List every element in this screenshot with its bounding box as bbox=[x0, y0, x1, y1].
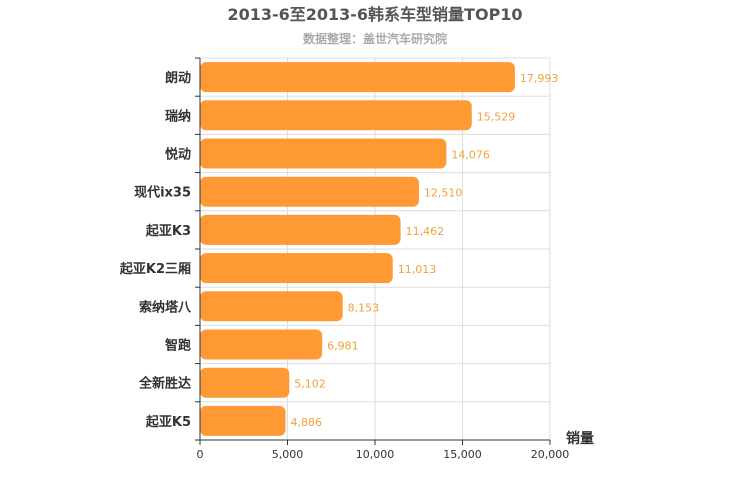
data-label: 8,153 bbox=[348, 301, 380, 314]
category-label: 索纳塔八 bbox=[139, 299, 192, 315]
bar[interactable] bbox=[200, 100, 472, 131]
x-tick-label: 5,000 bbox=[272, 448, 304, 461]
data-label: 17,993 bbox=[520, 72, 559, 85]
category-label: 悦动 bbox=[165, 147, 191, 163]
data-label: 11,013 bbox=[398, 263, 437, 276]
data-label: 4,886 bbox=[291, 416, 323, 429]
category-label: 智跑 bbox=[165, 338, 191, 354]
category-label: 朗动 bbox=[165, 70, 191, 86]
data-label: 15,529 bbox=[477, 110, 516, 123]
bar[interactable] bbox=[200, 291, 343, 322]
bar[interactable] bbox=[200, 253, 393, 284]
x-axis-title: 销量 bbox=[566, 430, 594, 447]
category-label: 现代ix35 bbox=[134, 185, 191, 201]
x-tick-label: 10,000 bbox=[356, 448, 395, 461]
x-tick-label: 20,000 bbox=[531, 448, 570, 461]
bars: 17,993 15,529 14,076 12,510 11,462 11,013 8,15… bbox=[200, 62, 558, 436]
x-tick-label: 0 bbox=[197, 448, 204, 461]
data-label: 6,981 bbox=[327, 340, 359, 353]
bar[interactable] bbox=[200, 176, 419, 207]
bar[interactable] bbox=[200, 329, 323, 360]
bar[interactable] bbox=[200, 405, 286, 436]
data-label: 12,510 bbox=[424, 187, 463, 200]
category-label: 瑞纳 bbox=[165, 108, 191, 124]
data-label: 5,102 bbox=[294, 378, 326, 391]
bar[interactable] bbox=[200, 62, 515, 93]
data-label: 14,076 bbox=[451, 149, 490, 162]
bar[interactable] bbox=[200, 214, 401, 245]
chart-subtitle: 数据整理：盖世汽车研究院 bbox=[303, 31, 447, 46]
x-tick-label: 15,000 bbox=[443, 448, 482, 461]
bar[interactable] bbox=[200, 138, 447, 169]
category-label: 起亚K2三厢 bbox=[119, 261, 191, 277]
data-label: 11,462 bbox=[406, 225, 445, 238]
chart-title: 2013-6至2013-6韩系车型销量TOP10 bbox=[227, 5, 522, 24]
category-label: 起亚K5 bbox=[145, 414, 191, 430]
category-label: 起亚K3 bbox=[145, 223, 191, 239]
bar[interactable] bbox=[200, 367, 290, 398]
category-label: 全新胜达 bbox=[138, 376, 191, 392]
